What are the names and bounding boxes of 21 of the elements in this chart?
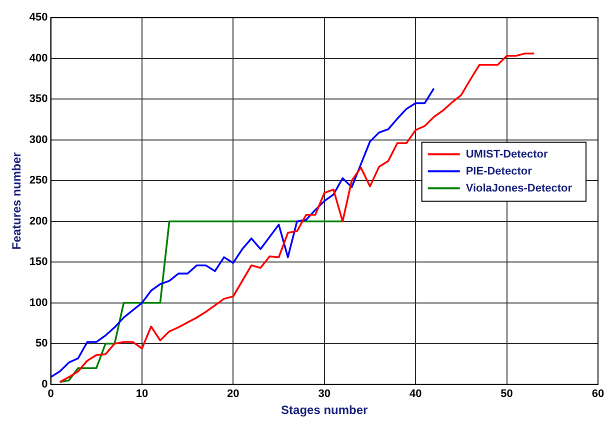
x-tick-label: 50 — [500, 388, 513, 400]
y-tick-label: 0 — [42, 378, 48, 390]
y-tick-label: 300 — [29, 134, 48, 146]
y-tick-label: 100 — [29, 296, 48, 309]
legend-label: ViolaJones-Detector — [466, 182, 573, 194]
y-tick-label: 450 — [29, 12, 48, 24]
y-tick-label: 150 — [29, 256, 48, 268]
y-tick-label: 250 — [29, 174, 48, 187]
x-tick-label: 40 — [409, 388, 422, 400]
y-tick-label: 200 — [29, 215, 48, 228]
x-tick-label: 30 — [318, 388, 330, 400]
y-tick-label: 350 — [29, 93, 48, 106]
legend-label: PIE-Detector — [466, 165, 533, 178]
y-tick-label: 400 — [29, 52, 48, 64]
x-tick-label: 10 — [136, 388, 148, 400]
y-axis-title: Features number — [10, 152, 24, 250]
legend-label: UMIST-Detector — [466, 148, 548, 160]
x-axis-title: Stages number — [281, 403, 368, 418]
y-tick-label: 50 — [36, 338, 48, 350]
x-tick-label: 20 — [227, 388, 240, 400]
x-tick-label: 60 — [592, 388, 604, 400]
